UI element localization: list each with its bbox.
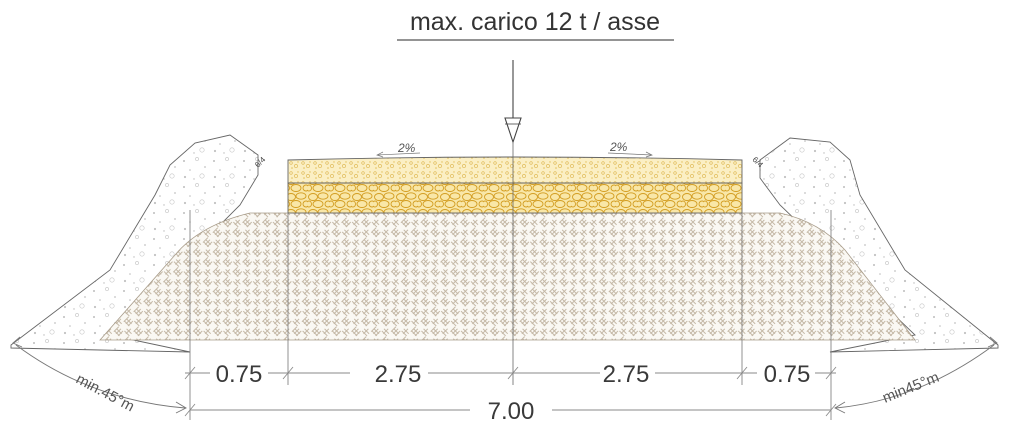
load-title: max. carico 12 t / asse	[410, 8, 660, 36]
surface-layer	[287, 156, 743, 184]
right-crossfall: 2%	[607, 140, 653, 158]
base-layer	[287, 182, 743, 214]
dimension-2-75-left: 2.75	[375, 361, 422, 388]
load-arrow	[504, 60, 522, 144]
svg-text:2%: 2%	[397, 141, 416, 155]
total-dimension: 7.00	[488, 398, 535, 423]
right-angle-label: min45°m	[880, 369, 941, 407]
embankment-core	[99, 212, 916, 341]
total-dimension-line	[184, 403, 837, 417]
dimension-0-75-left: 0.75	[216, 361, 263, 388]
right-angle-arc	[834, 336, 998, 414]
dimension-0-75-right: 0.75	[764, 361, 811, 388]
left-crossfall: 2%	[376, 141, 421, 158]
left-angle-arc	[12, 336, 187, 414]
right-soil-bank	[759, 137, 999, 353]
extension-lines	[189, 210, 832, 420]
svg-text:2%: 2%	[609, 140, 628, 154]
segment-dimension-line	[184, 366, 837, 380]
dimension-2-75-right: 2.75	[603, 361, 650, 388]
left-angle-label: min.45°m	[73, 371, 137, 416]
